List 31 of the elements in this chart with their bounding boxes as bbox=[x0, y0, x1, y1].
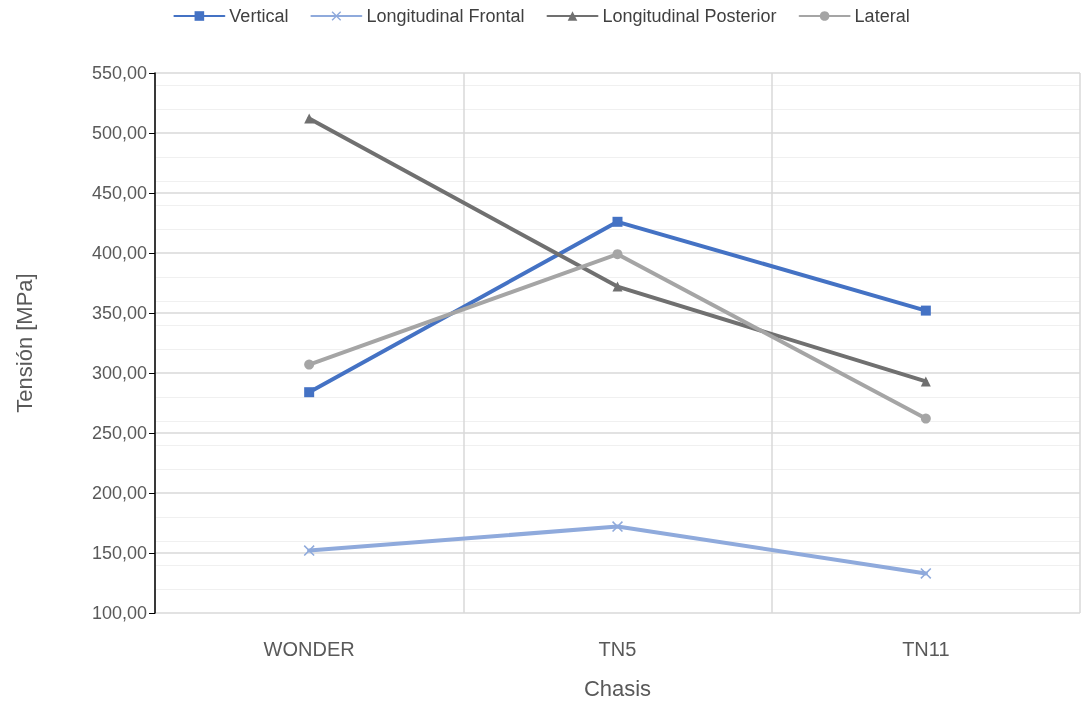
y-axis-title: Tensión [MPa] bbox=[11, 273, 37, 413]
point bbox=[304, 387, 315, 398]
y-tick-label: 400,00 bbox=[91, 243, 147, 263]
point bbox=[920, 567, 932, 579]
point bbox=[303, 545, 315, 557]
y-tick-label: 500,00 bbox=[91, 123, 147, 143]
point bbox=[612, 216, 623, 227]
point bbox=[304, 113, 315, 124]
y-tick-label: 150,00 bbox=[91, 543, 147, 563]
y-tick-label: 250,00 bbox=[91, 423, 147, 443]
point bbox=[304, 359, 315, 370]
legend-label: Longitudinal Frontal bbox=[366, 6, 525, 26]
point bbox=[920, 413, 931, 424]
point bbox=[612, 281, 623, 292]
y-tick-label: 300,00 bbox=[91, 363, 147, 383]
y-tick-label: 550,00 bbox=[91, 63, 147, 83]
point bbox=[612, 249, 623, 260]
point bbox=[612, 521, 623, 533]
y-tick-label: 200,00 bbox=[91, 483, 147, 503]
x-tick-label: TN11 bbox=[902, 638, 950, 660]
y-tick-label: 350,00 bbox=[91, 303, 147, 323]
legend-label: Longitudinal Posterior bbox=[602, 6, 777, 26]
legend-label: Lateral bbox=[854, 6, 910, 26]
x-axis-title: Chasis bbox=[583, 675, 652, 701]
point bbox=[920, 305, 931, 316]
y-tick-label: 450,00 bbox=[91, 183, 147, 203]
y-tick-label: 100,00 bbox=[91, 603, 147, 623]
x-tick-label: WONDER bbox=[263, 638, 355, 660]
point bbox=[920, 376, 931, 387]
x-tick-label: TN5 bbox=[598, 638, 637, 660]
legend-label: Vertical bbox=[229, 6, 289, 26]
